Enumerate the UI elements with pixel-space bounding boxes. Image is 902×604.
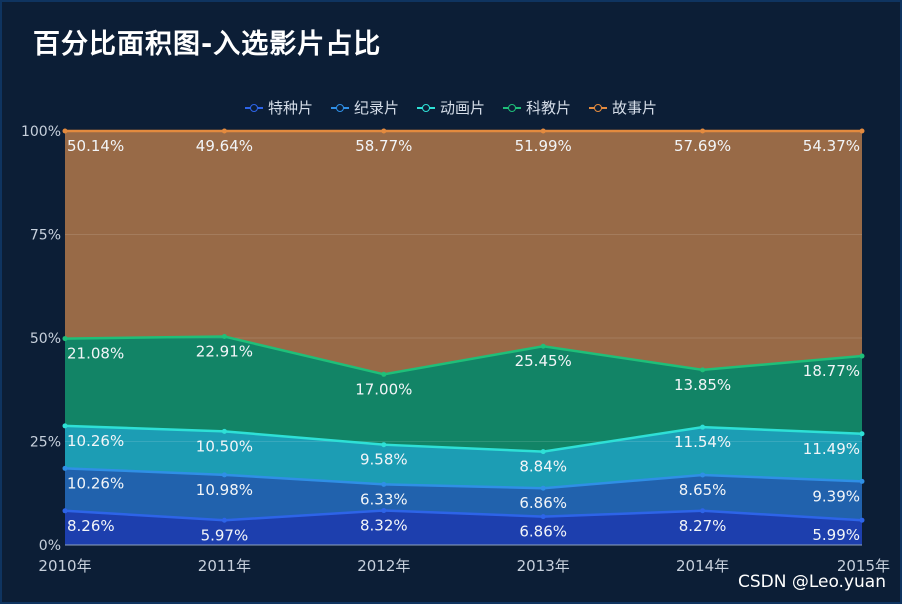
data-label: 25.45% bbox=[515, 352, 572, 370]
legend-item-documentary[interactable]: 纪录片 bbox=[330, 97, 399, 118]
data-label: 58.77% bbox=[355, 137, 412, 155]
data-point bbox=[381, 371, 387, 377]
data-label: 22.91% bbox=[196, 343, 253, 361]
data-label: 10.50% bbox=[196, 437, 253, 455]
legend-label: 纪录片 bbox=[353, 99, 399, 117]
data-point bbox=[540, 449, 546, 455]
x-tick-label: 2010年 bbox=[38, 557, 91, 575]
y-tick-label: 25% bbox=[30, 435, 61, 451]
data-point bbox=[221, 472, 227, 478]
x-tick-label: 2015年 bbox=[837, 557, 890, 575]
y-tick-label: 100% bbox=[21, 124, 61, 140]
series-line-1 bbox=[64, 467, 863, 490]
legend-swatch-icon bbox=[589, 103, 608, 113]
data-point bbox=[700, 424, 706, 430]
data-point bbox=[540, 485, 546, 491]
y-tick-label: 0% bbox=[39, 538, 61, 554]
data-point bbox=[540, 514, 546, 520]
data-label: 5.97% bbox=[201, 526, 249, 544]
data-label: 10.26% bbox=[67, 432, 124, 450]
legend-item-special[interactable]: 特种片 bbox=[244, 97, 313, 118]
x-tick-label: 2014年 bbox=[676, 557, 729, 575]
data-point bbox=[859, 478, 865, 484]
data-label: 18.77% bbox=[803, 362, 860, 380]
data-point bbox=[62, 336, 68, 342]
data-point bbox=[859, 517, 865, 523]
data-label: 8.84% bbox=[519, 458, 567, 476]
data-label: 21.08% bbox=[67, 345, 124, 363]
data-point bbox=[381, 128, 387, 134]
data-label: 5.99% bbox=[812, 526, 860, 544]
data-label: 6.86% bbox=[519, 523, 567, 541]
data-point bbox=[540, 128, 546, 134]
data-point bbox=[859, 431, 865, 437]
legend-label: 科教片 bbox=[526, 99, 572, 117]
x-tick-label: 2012年 bbox=[357, 557, 410, 575]
legend-swatch-icon bbox=[416, 103, 435, 113]
data-point bbox=[381, 442, 387, 448]
chart-title: 百分比面积图-入选影片占比 bbox=[33, 29, 382, 60]
legend-swatch-icon bbox=[244, 103, 263, 113]
x-tick-label: 2011年 bbox=[198, 557, 251, 575]
data-label: 51.99% bbox=[515, 137, 572, 155]
data-label: 6.86% bbox=[519, 494, 567, 512]
legend-label: 特种片 bbox=[267, 99, 313, 117]
legend: 特种片 纪录片 动画片 科教片 故事片 bbox=[0, 97, 902, 118]
legend-item-animation[interactable]: 动画片 bbox=[416, 97, 485, 118]
x-tick-label: 2013年 bbox=[517, 557, 570, 575]
data-point bbox=[62, 423, 68, 429]
data-label: 57.69% bbox=[674, 137, 731, 155]
area-1 bbox=[65, 468, 862, 521]
data-label: 8.32% bbox=[360, 517, 408, 535]
data-label: 8.27% bbox=[679, 517, 727, 535]
data-label: 8.65% bbox=[679, 481, 727, 499]
area-3 bbox=[65, 336, 862, 452]
series-line-0 bbox=[64, 509, 863, 522]
area-0 bbox=[65, 510, 862, 545]
data-point bbox=[221, 128, 227, 134]
data-point bbox=[381, 481, 387, 487]
data-label: 17.00% bbox=[355, 380, 412, 398]
data-point bbox=[62, 465, 68, 471]
legend-item-story[interactable]: 故事片 bbox=[589, 97, 657, 118]
data-label: 11.49% bbox=[803, 440, 860, 458]
data-point bbox=[700, 472, 706, 478]
data-label: 13.85% bbox=[674, 376, 731, 394]
legend-swatch-icon bbox=[330, 103, 349, 113]
series-line-2 bbox=[64, 424, 863, 453]
data-label: 9.58% bbox=[360, 451, 408, 469]
data-label: 54.37% bbox=[803, 137, 860, 155]
data-label: 11.54% bbox=[674, 433, 731, 451]
area-2 bbox=[65, 425, 862, 489]
data-label: 8.26% bbox=[67, 517, 115, 535]
data-point bbox=[62, 128, 68, 134]
area-4 bbox=[65, 131, 862, 375]
data-label: 10.98% bbox=[196, 481, 253, 499]
legend-label: 故事片 bbox=[612, 99, 658, 117]
data-label: 9.39% bbox=[812, 487, 860, 505]
data-point bbox=[859, 353, 865, 359]
legend-item-science[interactable]: 科教片 bbox=[503, 97, 571, 118]
data-point bbox=[859, 128, 865, 134]
series-line-3 bbox=[64, 335, 863, 376]
y-tick-label: 75% bbox=[30, 228, 61, 244]
data-point bbox=[221, 428, 227, 434]
legend-swatch-icon bbox=[503, 103, 521, 113]
data-point bbox=[221, 517, 227, 523]
data-label: 49.64% bbox=[196, 137, 253, 155]
data-label: 10.26% bbox=[67, 474, 124, 492]
data-point bbox=[221, 334, 227, 340]
watermark: CSDN @Leo.yuan bbox=[737, 572, 886, 592]
data-point bbox=[700, 128, 706, 134]
y-tick-label: 50% bbox=[30, 331, 61, 347]
data-point bbox=[700, 367, 706, 373]
data-point bbox=[700, 508, 706, 514]
data-label: 6.33% bbox=[360, 490, 408, 508]
data-label: 50.14% bbox=[67, 137, 124, 155]
legend-label: 动画片 bbox=[439, 99, 485, 117]
data-point bbox=[540, 343, 546, 349]
data-point bbox=[381, 508, 387, 514]
data-point bbox=[62, 508, 68, 514]
